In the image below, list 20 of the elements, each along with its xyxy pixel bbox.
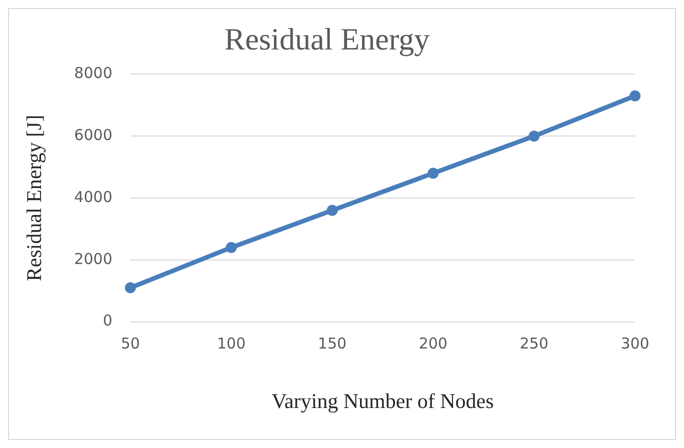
point [528,130,540,142]
x-tick-label: 50 [120,334,140,353]
x-tick-label: 250 [520,334,548,353]
y-tick-label: 6000 [74,126,112,144]
y-tick-label: 4000 [74,188,112,206]
x-axis-title: Varying Number of Nodes [272,388,494,413]
point [428,168,439,179]
point [326,204,338,216]
chart-title: Residual Energy [224,22,430,57]
x-tick-label: 100 [216,334,246,353]
y-axis-title: Residual Energy [J] [22,114,46,282]
y-tick-label: 0 [102,312,112,330]
x-tick-label: 150 [318,334,347,353]
point [124,282,136,294]
y-tick-label: 8000 [74,64,112,82]
y-tick-label: 2000 [74,250,112,268]
point [630,90,640,102]
x-tick-label: 300 [620,334,650,353]
point [226,242,237,254]
x-tick-label: 200 [418,334,448,353]
